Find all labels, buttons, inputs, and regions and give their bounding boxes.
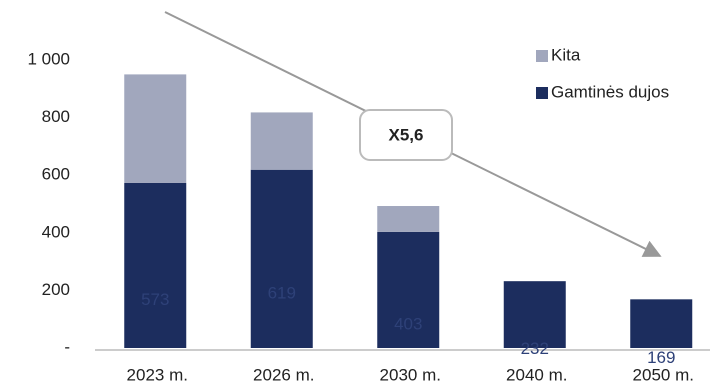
- bar-segment: [124, 182, 187, 348]
- bar-value-label: 232: [521, 339, 549, 358]
- y-tick-label: 400: [42, 222, 70, 241]
- x-tick-label: 2040 m.: [506, 365, 567, 384]
- bar-segment: [377, 231, 440, 348]
- y-tick-label: 600: [42, 165, 70, 184]
- annotation: X5,6: [389, 125, 424, 144]
- bar-value-label: 573: [141, 290, 169, 309]
- bar-segment: [377, 206, 440, 232]
- x-tick-label: 2026 m.: [253, 365, 314, 384]
- x-tick-label: 2050 m.: [633, 365, 694, 384]
- bar-segment: [630, 299, 693, 348]
- x-tick-label: 2023 m.: [127, 365, 188, 384]
- bar-value-label: 169: [647, 348, 675, 367]
- y-tick-label: -: [64, 337, 70, 356]
- legend-swatch: [536, 87, 548, 99]
- legend-label: Kita: [551, 45, 581, 64]
- x-tick-label: 2030 m.: [380, 365, 441, 384]
- bar-segment: [250, 169, 313, 348]
- y-tick-label: 1 000: [27, 49, 70, 68]
- bar-value-label: 619: [268, 283, 296, 302]
- bar-value-label: 403: [394, 314, 422, 333]
- legend-swatch: [536, 50, 548, 62]
- annotation-box: [359, 109, 453, 161]
- bar-segment: [124, 74, 187, 183]
- y-tick-label: 800: [42, 107, 70, 126]
- bar-segment: [250, 112, 313, 170]
- legend-label: Gamtinės dujos: [551, 82, 669, 101]
- y-tick-label: 200: [42, 280, 70, 299]
- bar-segment: [503, 281, 566, 348]
